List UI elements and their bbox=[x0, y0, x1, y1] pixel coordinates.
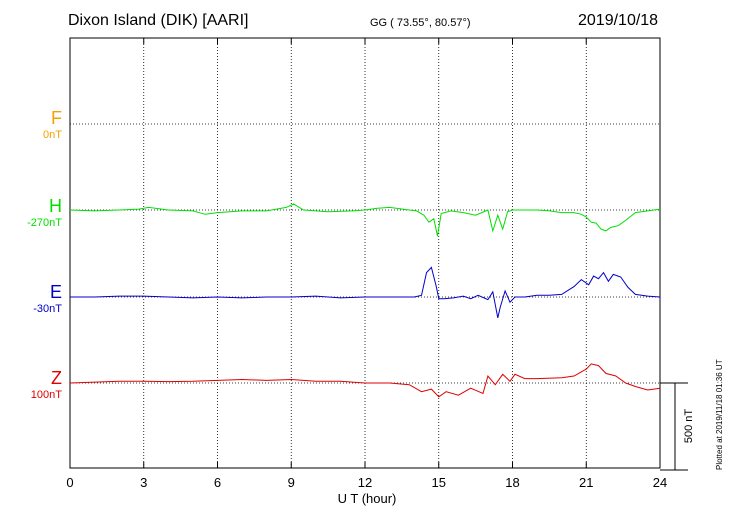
x-tick-label: 9 bbox=[288, 475, 295, 490]
traces bbox=[69, 203, 661, 398]
station-title: Dixon Island (DIK) [AARI] bbox=[68, 12, 249, 29]
trace-h bbox=[69, 203, 661, 237]
trace-e bbox=[70, 266, 661, 319]
scale-bar bbox=[660, 382, 688, 471]
x-tick-label: 15 bbox=[432, 475, 446, 490]
component-baseline: -30nT bbox=[33, 303, 62, 315]
component-label-f: F 0nT bbox=[22, 108, 62, 141]
x-tick-label: 0 bbox=[66, 475, 73, 490]
component-baseline: -270nT bbox=[27, 217, 62, 229]
component-letter: H bbox=[49, 196, 62, 216]
x-tick-label: 12 bbox=[358, 475, 372, 490]
component-letter: Z bbox=[51, 368, 62, 388]
component-label-z: Z 100nT bbox=[22, 368, 62, 401]
station-coordinates: GG ( 73.55°, 80.57°) bbox=[370, 17, 471, 29]
component-letter: F bbox=[51, 108, 62, 128]
x-axis-ticks: 0 3 6 9 12 15 18 21 24 bbox=[66, 38, 667, 490]
scale-label: 500 nT bbox=[683, 409, 695, 444]
component-baseline: 100nT bbox=[30, 389, 62, 401]
plot-frame bbox=[69, 37, 661, 469]
component-letter: E bbox=[49, 282, 62, 302]
x-tick-label: 3 bbox=[140, 475, 147, 490]
component-label-h: H -270nT bbox=[22, 196, 62, 229]
x-tick-label: 24 bbox=[653, 475, 667, 490]
component-baseline: 0nT bbox=[43, 129, 62, 141]
x-tick-label: 18 bbox=[505, 475, 519, 490]
x-tick-label: 6 bbox=[214, 475, 221, 490]
chart-date: 2019/10/18 bbox=[578, 12, 659, 29]
component-label-e: E -30nT bbox=[22, 282, 62, 315]
x-axis-label: U T (hour) bbox=[338, 491, 397, 506]
trace-z bbox=[69, 363, 661, 398]
plotted-timestamp: Plotted at 2019/11/18 01:36 UT bbox=[715, 359, 724, 470]
grid bbox=[70, 38, 660, 468]
x-tick-label: 21 bbox=[579, 475, 593, 490]
